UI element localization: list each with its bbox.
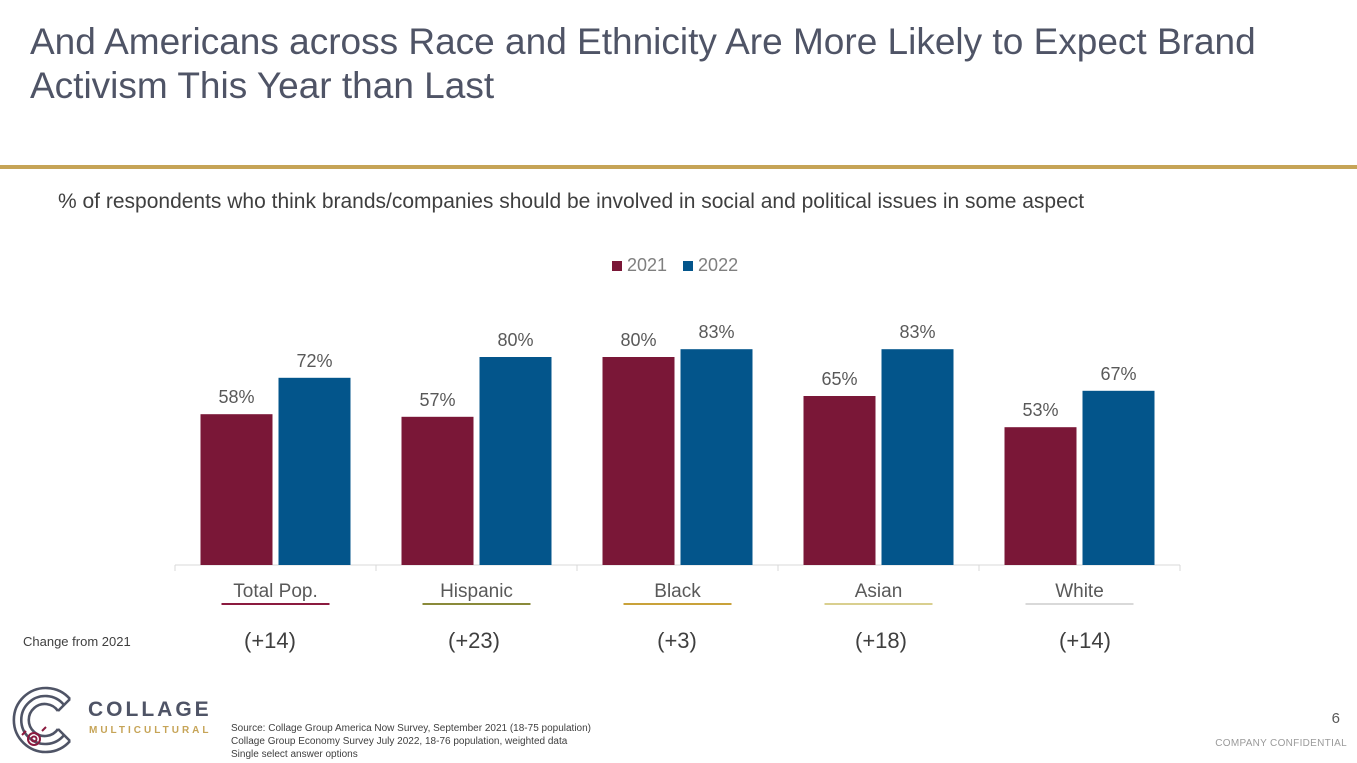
bar-2022-black <box>680 349 753 565</box>
legend-label-2021: 2021 <box>627 255 668 275</box>
data-label-2021-hispanic: 57% <box>419 390 455 410</box>
page-number: 6 <box>1331 710 1340 727</box>
title-divider <box>0 165 1357 169</box>
bar-2021-hispanic <box>401 416 474 565</box>
logo-subname: MULTICULTURAL <box>89 725 212 736</box>
data-label-2021-asian: 65% <box>821 369 857 389</box>
data-label-2022-total-pop: 72% <box>296 351 332 371</box>
data-label-2022-white: 67% <box>1100 364 1136 384</box>
chart-legend: 2021 2022 <box>612 255 738 276</box>
change-value-hispanic: (+23) <box>448 628 500 653</box>
bar-chart: 58% 72% Total Pop. 57% 80% Hispanic 80% 83% Blac… <box>174 322 1181 605</box>
confidentiality-notice: COMPANY CONFIDENTIAL <box>1215 738 1347 749</box>
source-note: Source: Collage Group America Now Survey… <box>231 722 591 761</box>
collage-logo: COLLAGE MULTICULTURAL <box>8 683 209 758</box>
data-label-2022-black: 83% <box>698 322 734 342</box>
data-label-2021-white: 53% <box>1022 400 1058 420</box>
x-tick-label-white: White <box>1055 581 1104 602</box>
bar-2022-total-pop <box>278 377 351 565</box>
bar-2022-asian <box>881 349 954 565</box>
bar-2022-hispanic <box>479 357 552 565</box>
source-line-1: Source: Collage Group America Now Survey… <box>231 723 592 734</box>
legend-swatch-2021 <box>612 260 622 271</box>
change-value-white: (+14) <box>1059 628 1111 653</box>
change-from-2021-label: Change from 2021 <box>23 634 131 649</box>
data-label-2022-asian: 83% <box>899 322 935 342</box>
legend-item-2022: 2022 <box>683 255 738 276</box>
legend-label-2022: 2022 <box>698 255 739 275</box>
x-tick-label-asian: Asian <box>855 581 903 602</box>
x-tick-label-total-pop: Total Pop. <box>233 581 318 602</box>
concentric-maze-logo-icon <box>12 686 71 754</box>
change-value-black: (+3) <box>657 628 697 653</box>
x-tick-label-black: Black <box>654 581 701 602</box>
data-label-2022-hispanic: 80% <box>497 330 533 350</box>
change-value-asian: (+18) <box>855 628 907 653</box>
chart-subtitle: % of respondents who think brands/compan… <box>58 190 1085 213</box>
legend-swatch-2022 <box>683 260 694 271</box>
bar-2021-white <box>1004 427 1077 565</box>
logo-name: COLLAGE <box>88 698 212 721</box>
page-title: And Americans across Race and Ethnicity … <box>30 21 1256 106</box>
source-line-2: Collage Group Economy Survey July 2022, … <box>231 736 568 747</box>
legend-item-2021: 2021 <box>612 255 667 276</box>
bar-2021-total-pop <box>200 414 273 565</box>
bar-2021-asian <box>803 396 876 565</box>
change-value-total-pop: (+14) <box>244 628 296 653</box>
bar-2021-black <box>602 357 675 565</box>
x-tick-label-hispanic: Hispanic <box>440 581 513 602</box>
bar-2022-white <box>1082 390 1155 565</box>
data-label-2021-black: 80% <box>620 330 656 350</box>
source-line-3: Single select answer options <box>231 749 358 760</box>
data-label-2021-total-pop: 58% <box>218 387 254 407</box>
